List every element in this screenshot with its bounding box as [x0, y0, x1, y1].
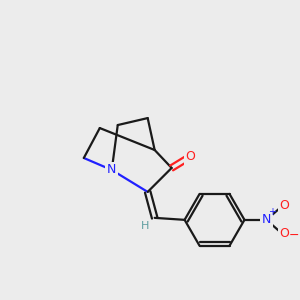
Text: +: + — [268, 207, 276, 217]
Text: O: O — [279, 200, 289, 212]
Text: −: − — [289, 229, 300, 242]
Text: N: N — [262, 213, 271, 226]
Text: N: N — [107, 164, 116, 176]
Text: O: O — [186, 151, 196, 164]
Text: O: O — [279, 227, 289, 240]
Text: H: H — [140, 221, 149, 231]
